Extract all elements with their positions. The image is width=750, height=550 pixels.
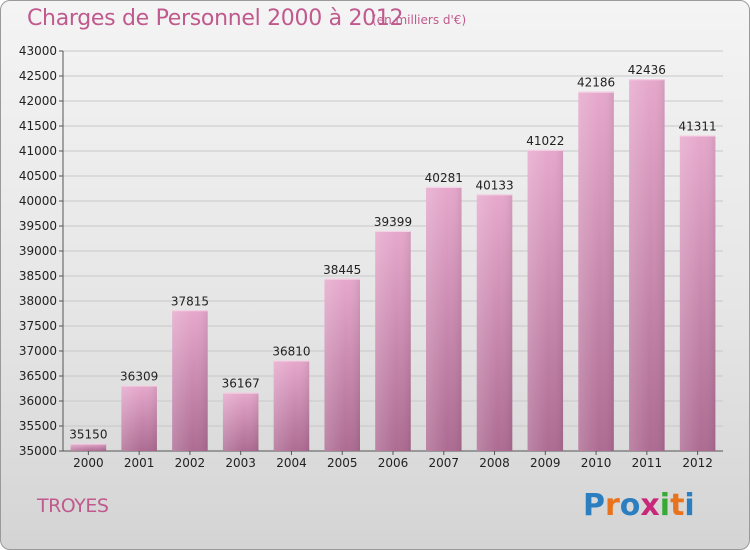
bar-2009	[527, 149, 564, 451]
city-name: TROYES	[37, 495, 109, 517]
logo-letter: P	[583, 488, 605, 523]
y-tick-label: 41000	[19, 144, 57, 158]
bar-shade	[527, 149, 564, 451]
data-labels: 35150 36309 37815 36167 36810 38445 39399 40281…	[69, 63, 716, 441]
x-tick-label: 2000	[73, 456, 104, 470]
y-tick-label: 42500	[19, 69, 57, 83]
logo-letter: i	[659, 488, 671, 523]
bar-shade	[324, 278, 360, 451]
y-tick-label: 37500	[19, 319, 57, 333]
logo-letter: o	[619, 488, 641, 523]
bar-2002	[172, 310, 208, 451]
x-tick-label: 2001	[124, 456, 155, 470]
x-tick-label: 2004	[276, 456, 307, 470]
data-label: 36810	[272, 345, 310, 359]
y-tick-label: 40500	[19, 169, 57, 183]
x-tick-label: 2010	[581, 456, 612, 470]
x-tick-label: 2002	[175, 456, 206, 470]
y-tick-label: 38500	[19, 269, 57, 283]
bar-2006	[375, 231, 411, 451]
y-tick-label: 36500	[19, 369, 57, 383]
bars	[70, 79, 716, 451]
bar-shade	[476, 194, 513, 451]
data-label: 40281	[425, 171, 463, 185]
bar-2001	[121, 385, 157, 451]
bar-2004	[273, 360, 310, 451]
chart-subtitle: (en milliers d'€)	[372, 13, 467, 27]
bar-shade	[121, 385, 157, 451]
logo-letter: i	[684, 488, 695, 523]
bar-2007	[426, 186, 462, 451]
bar-shade	[375, 231, 411, 451]
x-tick-label: 2012	[682, 456, 713, 470]
data-label: 41311	[679, 119, 717, 133]
data-label: 37815	[171, 294, 209, 308]
x-tick-label: 2007	[428, 456, 459, 470]
x-tick-label: 2006	[378, 456, 409, 470]
y-tick-label: 41500	[19, 119, 57, 133]
logo-letter: t	[670, 488, 685, 523]
bar-shade	[273, 360, 310, 451]
bar-shade	[172, 310, 208, 451]
y-tick-label: 39000	[19, 244, 57, 258]
data-label: 38445	[323, 263, 361, 277]
y-tick-label: 35000	[19, 444, 57, 458]
y-tick-label: 36000	[19, 394, 57, 408]
bar-2008	[476, 194, 513, 451]
y-tick-label: 35500	[19, 419, 57, 433]
chart-title: Charges de Personnel 2000 à 2012	[27, 6, 404, 31]
data-label: 40133	[475, 178, 513, 192]
bar-2005	[324, 278, 360, 451]
bar-shade	[222, 392, 259, 451]
x-tick-label: 2008	[479, 456, 510, 470]
bar-shade	[578, 91, 614, 451]
bar-shade	[679, 135, 716, 451]
logo-letter: r	[605, 488, 620, 523]
data-label: 36167	[222, 377, 260, 391]
bar-2010	[578, 91, 614, 451]
bar-shade	[629, 79, 665, 451]
y-tick-label: 39500	[19, 219, 57, 233]
y-tick-label: 42000	[19, 94, 57, 108]
data-label: 39399	[374, 215, 412, 229]
y-tick-label: 43000	[19, 44, 57, 58]
y-tick-label: 37000	[19, 344, 57, 358]
bar-2012	[679, 135, 716, 451]
data-label: 41022	[526, 134, 564, 148]
bar-2000	[70, 443, 107, 451]
x-tick-label: 2011	[632, 456, 663, 470]
data-label: 36309	[120, 370, 158, 384]
y-tick-label: 40000	[19, 194, 57, 208]
proxiti-logo: Proxiti	[583, 488, 695, 523]
bar-2003	[222, 392, 259, 451]
x-tick-label: 2005	[327, 456, 358, 470]
bar-2011	[629, 79, 665, 451]
bar-shade	[426, 186, 462, 451]
y-tick-label: 38000	[19, 294, 57, 308]
data-label: 42436	[628, 63, 666, 77]
x-tick-label: 2003	[225, 456, 256, 470]
axes: 35000 35500 36000 36500 37000 37500 38000 38500…	[19, 44, 723, 470]
bar-shade	[70, 443, 107, 451]
logo-letter: x	[640, 488, 660, 523]
x-tick-label: 2009	[530, 456, 561, 470]
data-label: 35150	[69, 428, 107, 442]
data-label: 42186	[577, 76, 615, 90]
